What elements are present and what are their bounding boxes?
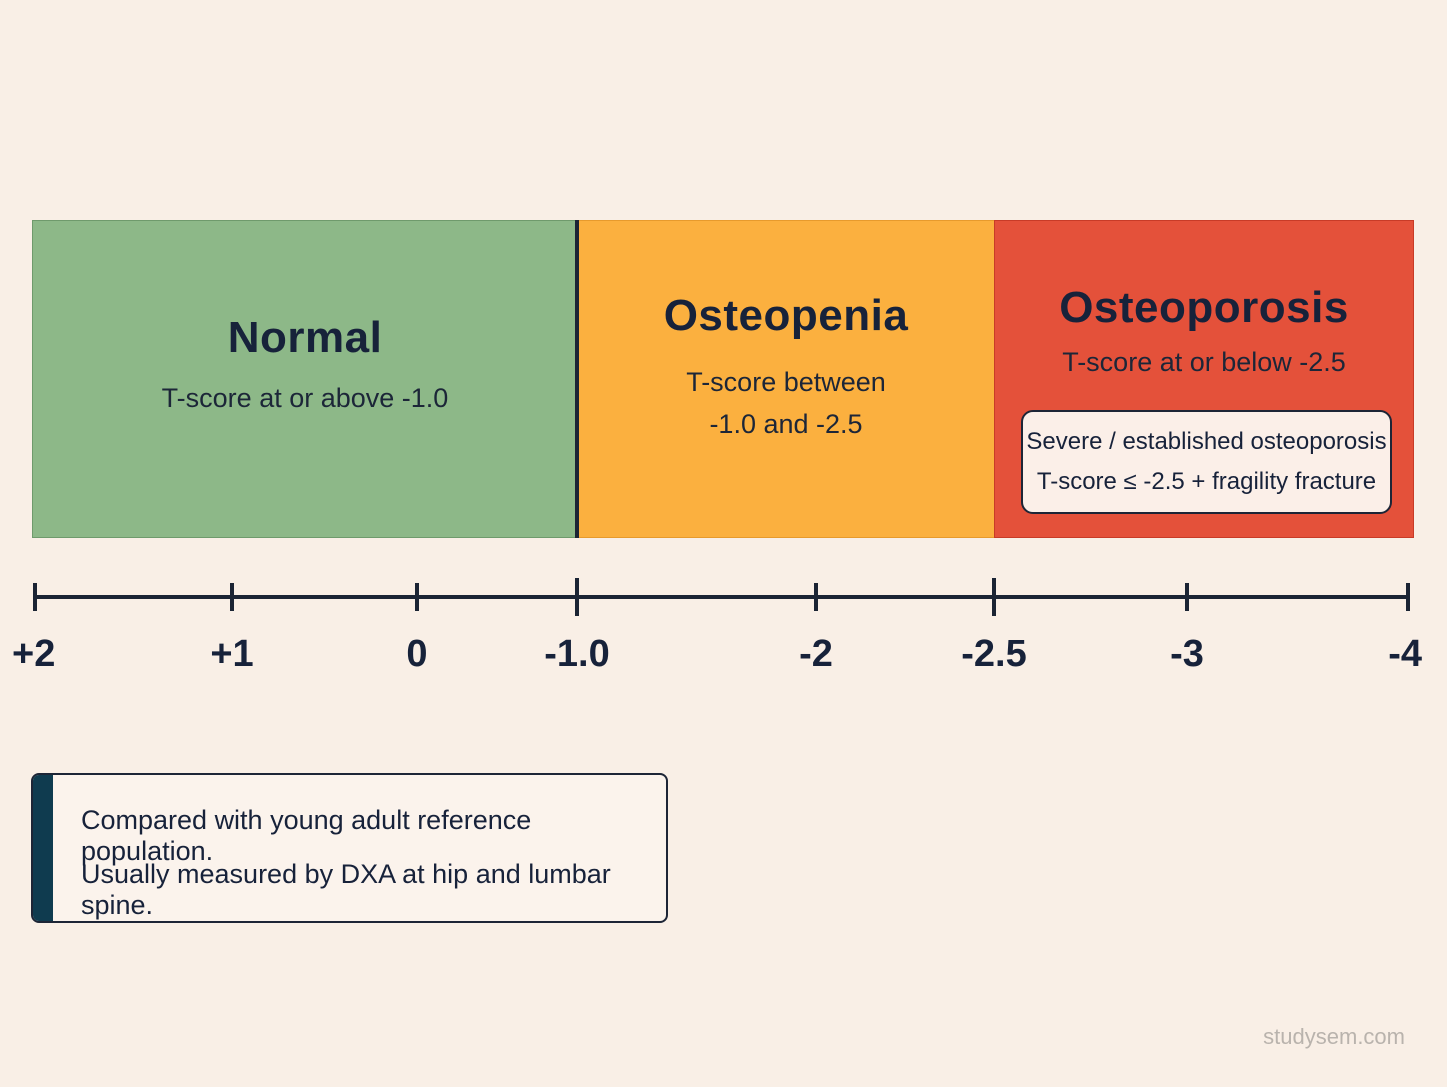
osteopenia-description-line1: T-score between xyxy=(686,367,886,397)
osteoporosis-title: Osteoporosis xyxy=(1059,283,1349,332)
note-accent-bar xyxy=(33,775,53,921)
severe-line2: T-score ≤ -2.5 + fragility fracture xyxy=(1036,468,1377,495)
note-box: Compared with young adult reference popu… xyxy=(31,773,668,923)
normal-band: Normal T-score at or above -1.0 xyxy=(32,220,578,538)
osteopenia-title: Osteopenia xyxy=(663,291,909,340)
axis-tick-label: -1.0 xyxy=(544,633,609,675)
watermark: studysem.com xyxy=(1263,1024,1405,1049)
note-line2: Usually measured by DXA at hip and lumba… xyxy=(81,859,611,920)
note-line1: Compared with young adult reference popu… xyxy=(81,805,532,866)
axis-tick-label: -2.5 xyxy=(961,633,1026,675)
axis-tick-label: -3 xyxy=(1170,633,1204,675)
t-score-axis: +2 +1 0 -1.0 -2 -2.5 -3 -4 xyxy=(12,578,1422,675)
axis-tick-label: 0 xyxy=(406,633,427,675)
osteopenia-description-line2: -1.0 and -2.5 xyxy=(709,409,863,439)
normal-osteopenia-divider xyxy=(575,220,579,538)
osteopenia-band: Osteopenia T-score between -1.0 and -2.5 xyxy=(578,220,994,538)
osteopenia-description: T-score between -1.0 and -2.5 xyxy=(578,361,994,445)
axis-tick-label: -2 xyxy=(799,633,833,675)
axis-tick-label: +2 xyxy=(12,633,55,675)
axis-tick-label: +1 xyxy=(210,633,253,675)
severe-line1: Severe / established osteoporosis xyxy=(1026,428,1387,455)
normal-description: T-score at or above -1.0 xyxy=(161,383,449,413)
severe-osteoporosis-box: Severe / established osteoporosis T-scor… xyxy=(1021,410,1392,514)
axis-tick-label: -4 xyxy=(1388,633,1422,675)
osteoporosis-description: T-score at or below -2.5 xyxy=(1062,347,1346,377)
axis-ticks: +2 +1 0 -1.0 -2 -2.5 -3 -4 xyxy=(12,578,1422,675)
normal-title: Normal xyxy=(227,313,383,362)
